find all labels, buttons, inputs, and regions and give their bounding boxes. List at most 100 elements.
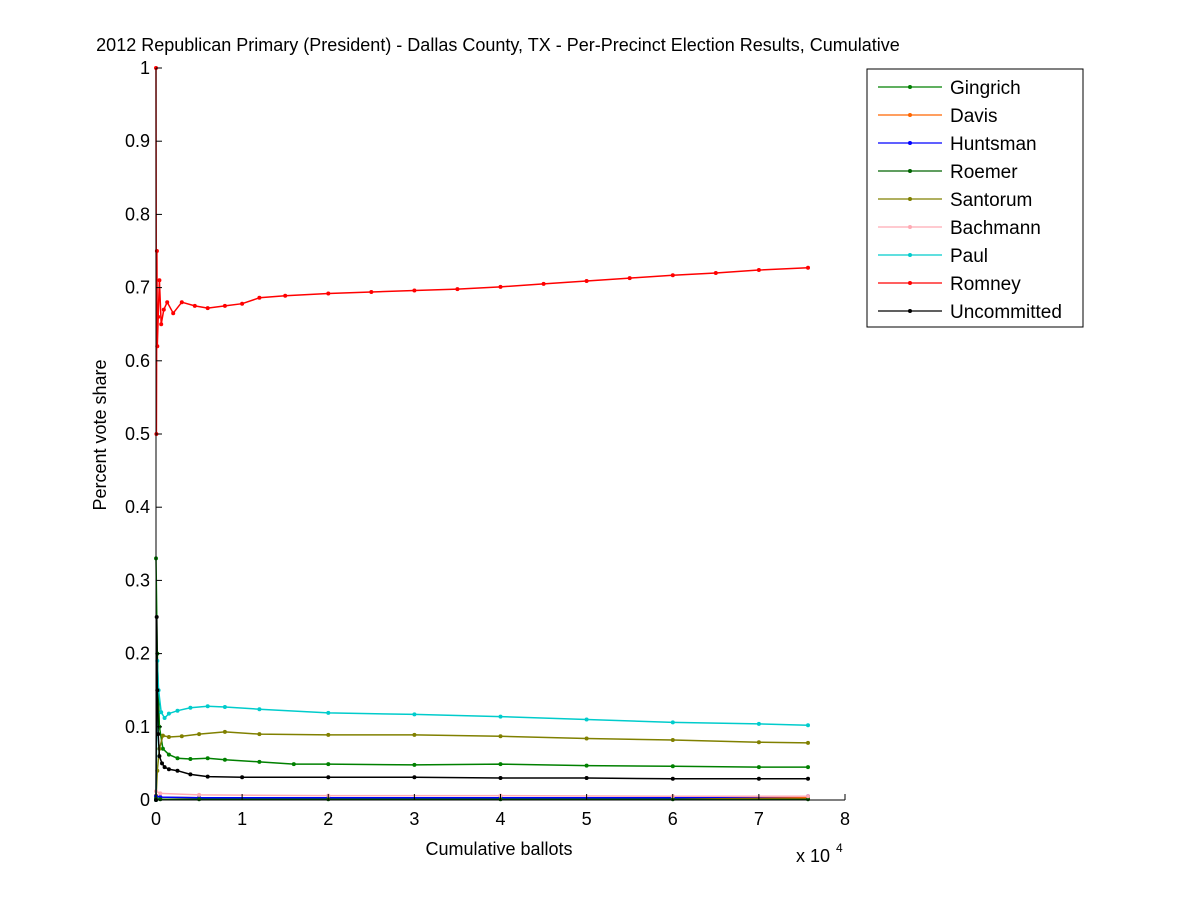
data-point-paul <box>498 714 503 719</box>
data-point-gingrich <box>412 762 417 767</box>
legend-items: Gingrich Davis Huntsman Roemer Santorum Bachm… <box>878 78 1062 323</box>
series-gingrich <box>154 556 810 770</box>
data-point-romney <box>369 290 374 294</box>
data-point-gingrich <box>166 752 171 757</box>
data-point-bachmann <box>158 791 163 796</box>
data-point-gingrich <box>205 756 210 761</box>
legend-label: Roemer <box>950 162 1018 183</box>
data-point-santorum <box>498 734 503 739</box>
y-tick-label: 0 <box>140 790 150 810</box>
data-point-romney <box>806 265 810 270</box>
data-point-santorum <box>806 740 810 745</box>
legend-label: Romney <box>950 274 1021 295</box>
series-paul <box>154 658 810 802</box>
data-point-paul <box>584 717 589 722</box>
data-point-bachmann <box>806 794 810 799</box>
chart-title: 2012 Republican Primary (President) - Da… <box>96 35 900 55</box>
legend-swatch-marker <box>908 85 912 89</box>
x-tick-label: 8 <box>840 809 850 829</box>
data-point-romney <box>222 303 227 308</box>
data-point-uncommitted <box>154 615 159 619</box>
legend-item-santorum: Santorum <box>878 190 1032 211</box>
data-point-gingrich <box>160 746 165 751</box>
data-point-uncommitted <box>584 776 589 780</box>
data-point-romney <box>713 271 718 275</box>
series-line-roemer <box>155 797 808 801</box>
series-line-paul <box>155 660 809 801</box>
data-point-gingrich <box>806 765 810 770</box>
data-point-uncommitted <box>166 767 171 772</box>
legend-swatch-marker <box>908 309 912 313</box>
data-point-santorum <box>412 732 417 737</box>
data-point-romney <box>283 293 288 298</box>
data-point-paul <box>222 705 227 709</box>
x-tick-label: 6 <box>668 809 678 829</box>
y-tick-label: 0.6 <box>125 351 150 371</box>
data-point-uncommitted <box>240 775 245 780</box>
legend-swatch-marker <box>908 141 912 145</box>
legend-swatch-marker <box>908 169 912 173</box>
data-point-romney <box>156 314 161 319</box>
legend-label: Huntsman <box>950 134 1037 155</box>
data-point-paul <box>166 711 171 716</box>
legend: Gingrich Davis Huntsman Roemer Santorum Bachm… <box>866 68 1084 328</box>
legend-swatch-marker <box>908 113 912 117</box>
data-point-paul <box>806 723 810 728</box>
data-point-romney <box>627 276 632 281</box>
y-tick-label: 0.1 <box>125 717 150 737</box>
data-point-santorum <box>179 734 184 739</box>
data-point-romney <box>192 303 197 308</box>
data-point-uncommitted <box>205 774 210 779</box>
data-point-romney <box>161 307 166 312</box>
series-romney <box>154 66 810 436</box>
data-point-gingrich <box>291 762 296 767</box>
data-point-romney <box>670 273 675 278</box>
data-point-uncommitted <box>175 768 180 773</box>
data-point-romney <box>412 288 417 293</box>
data-point-gingrich <box>326 762 331 767</box>
legend-label: Bachmann <box>950 218 1041 239</box>
y-tick-label: 0.7 <box>125 278 150 298</box>
legend-label: Gingrich <box>950 78 1021 99</box>
x-tick-label: 1 <box>237 809 247 829</box>
data-point-romney <box>326 291 331 296</box>
y-tick-label: 1 <box>140 58 150 78</box>
legend-swatch-marker <box>908 281 912 285</box>
data-point-paul <box>326 710 331 715</box>
data-point-romney <box>205 306 210 311</box>
data-point-uncommitted <box>412 775 417 780</box>
data-point-romney <box>541 281 546 286</box>
legend-item-huntsman: Huntsman <box>878 134 1037 155</box>
data-point-santorum <box>160 733 165 738</box>
data-point-santorum <box>670 738 675 742</box>
data-point-romney <box>159 322 164 327</box>
data-point-gingrich <box>222 757 227 762</box>
data-point-paul <box>162 716 167 720</box>
legend-item-gingrich: Gingrich <box>878 78 1021 99</box>
legend-item-roemer: Roemer <box>878 162 1018 183</box>
y-tick-label: 0.3 <box>125 570 150 590</box>
data-point-paul <box>175 708 180 713</box>
data-point-paul <box>159 710 164 715</box>
legend-item-bachmann: Bachmann <box>878 218 1041 239</box>
legend-item-paul: Paul <box>878 246 988 267</box>
data-point-roemer <box>197 797 202 802</box>
y-tick-label: 0.9 <box>125 131 150 151</box>
legend-swatch-marker <box>908 253 912 257</box>
data-point-santorum <box>326 732 331 737</box>
data-point-uncommitted <box>670 776 675 781</box>
data-point-uncommitted <box>806 776 810 781</box>
data-point-gingrich <box>756 765 761 770</box>
data-point-gingrich <box>257 759 262 764</box>
series-line-santorum <box>155 731 809 801</box>
data-point-romney <box>165 300 170 305</box>
data-point-romney <box>756 268 761 272</box>
data-point-romney <box>257 295 262 300</box>
data-point-gingrich <box>188 757 193 761</box>
x-axis-multiplier-base: x 10 <box>796 846 830 866</box>
data-point-santorum <box>584 736 589 741</box>
data-point-bachmann <box>197 792 202 797</box>
data-point-santorum <box>222 729 227 734</box>
y-tick-label: 0.8 <box>125 204 150 224</box>
data-point-paul <box>257 707 262 712</box>
